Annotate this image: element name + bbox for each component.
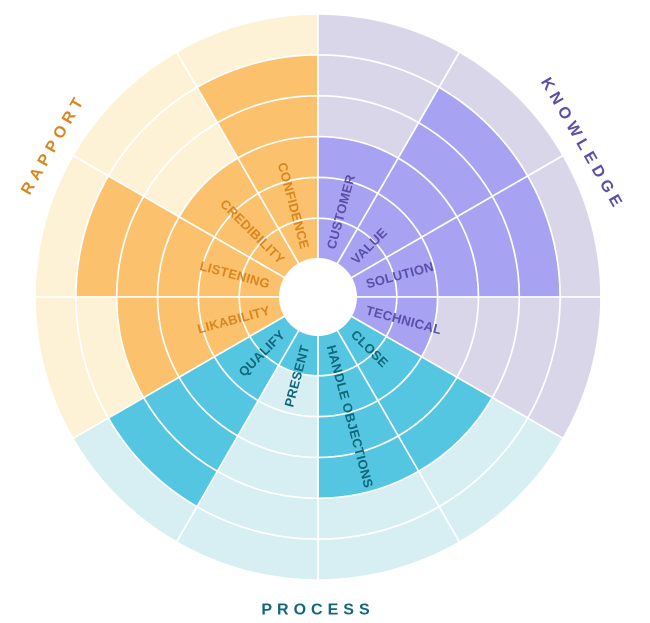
cell-empty [71, 50, 199, 178]
segment-likability [34, 296, 287, 440]
cell-empty [34, 296, 110, 440]
cell-empty [71, 416, 199, 544]
center-hub [279, 258, 357, 336]
segment-close [335, 314, 565, 544]
wheel-cells [34, 13, 602, 581]
segment-listening [34, 154, 287, 298]
segment-technical [349, 296, 602, 440]
cell-empty [34, 154, 110, 298]
segment-qualify [71, 314, 301, 544]
segment-solution [349, 154, 602, 298]
segment-customer [317, 13, 461, 266]
segment-value [335, 50, 565, 280]
segment-credibility [71, 50, 301, 280]
segment-present [175, 328, 319, 581]
group-label-process: PROCESS [261, 602, 374, 619]
